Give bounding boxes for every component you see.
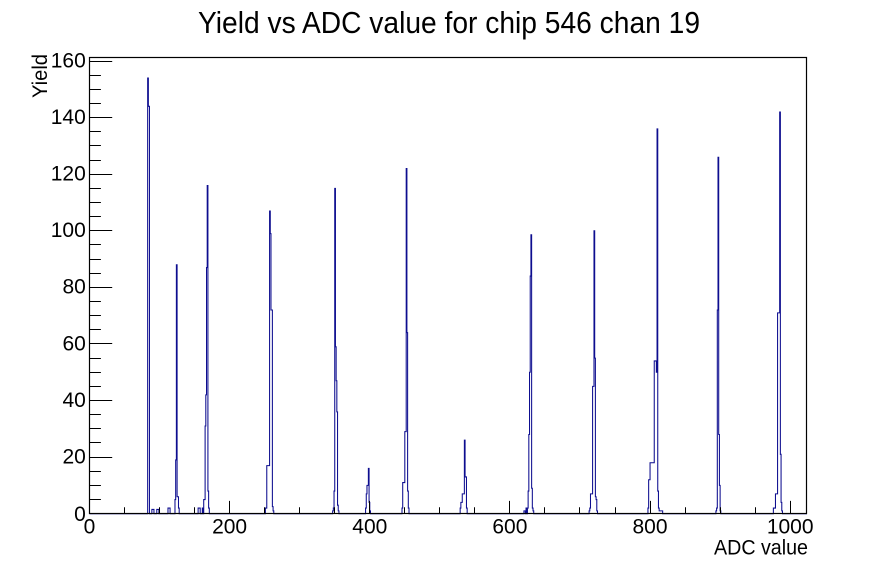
svg-text:140: 140 [51, 106, 86, 129]
svg-text:1000: 1000 [767, 516, 814, 539]
svg-text:60: 60 [62, 332, 85, 355]
svg-text:200: 200 [212, 516, 247, 539]
svg-text:100: 100 [51, 219, 86, 242]
svg-text:40: 40 [62, 389, 85, 412]
svg-text:400: 400 [352, 516, 387, 539]
svg-text:600: 600 [492, 516, 527, 539]
svg-text:ADC value: ADC value [714, 537, 808, 560]
svg-text:120: 120 [51, 163, 86, 186]
svg-text:Yield: Yield [29, 54, 52, 98]
svg-text:80: 80 [62, 276, 85, 299]
svg-text:800: 800 [632, 516, 667, 539]
svg-text:0: 0 [84, 516, 96, 539]
svg-text:20: 20 [62, 445, 85, 468]
svg-text:Yield vs ADC value for chip 54: Yield vs ADC value for chip 546 chan 19 [198, 5, 700, 40]
svg-text:0: 0 [74, 503, 86, 526]
svg-text:160: 160 [51, 49, 86, 72]
